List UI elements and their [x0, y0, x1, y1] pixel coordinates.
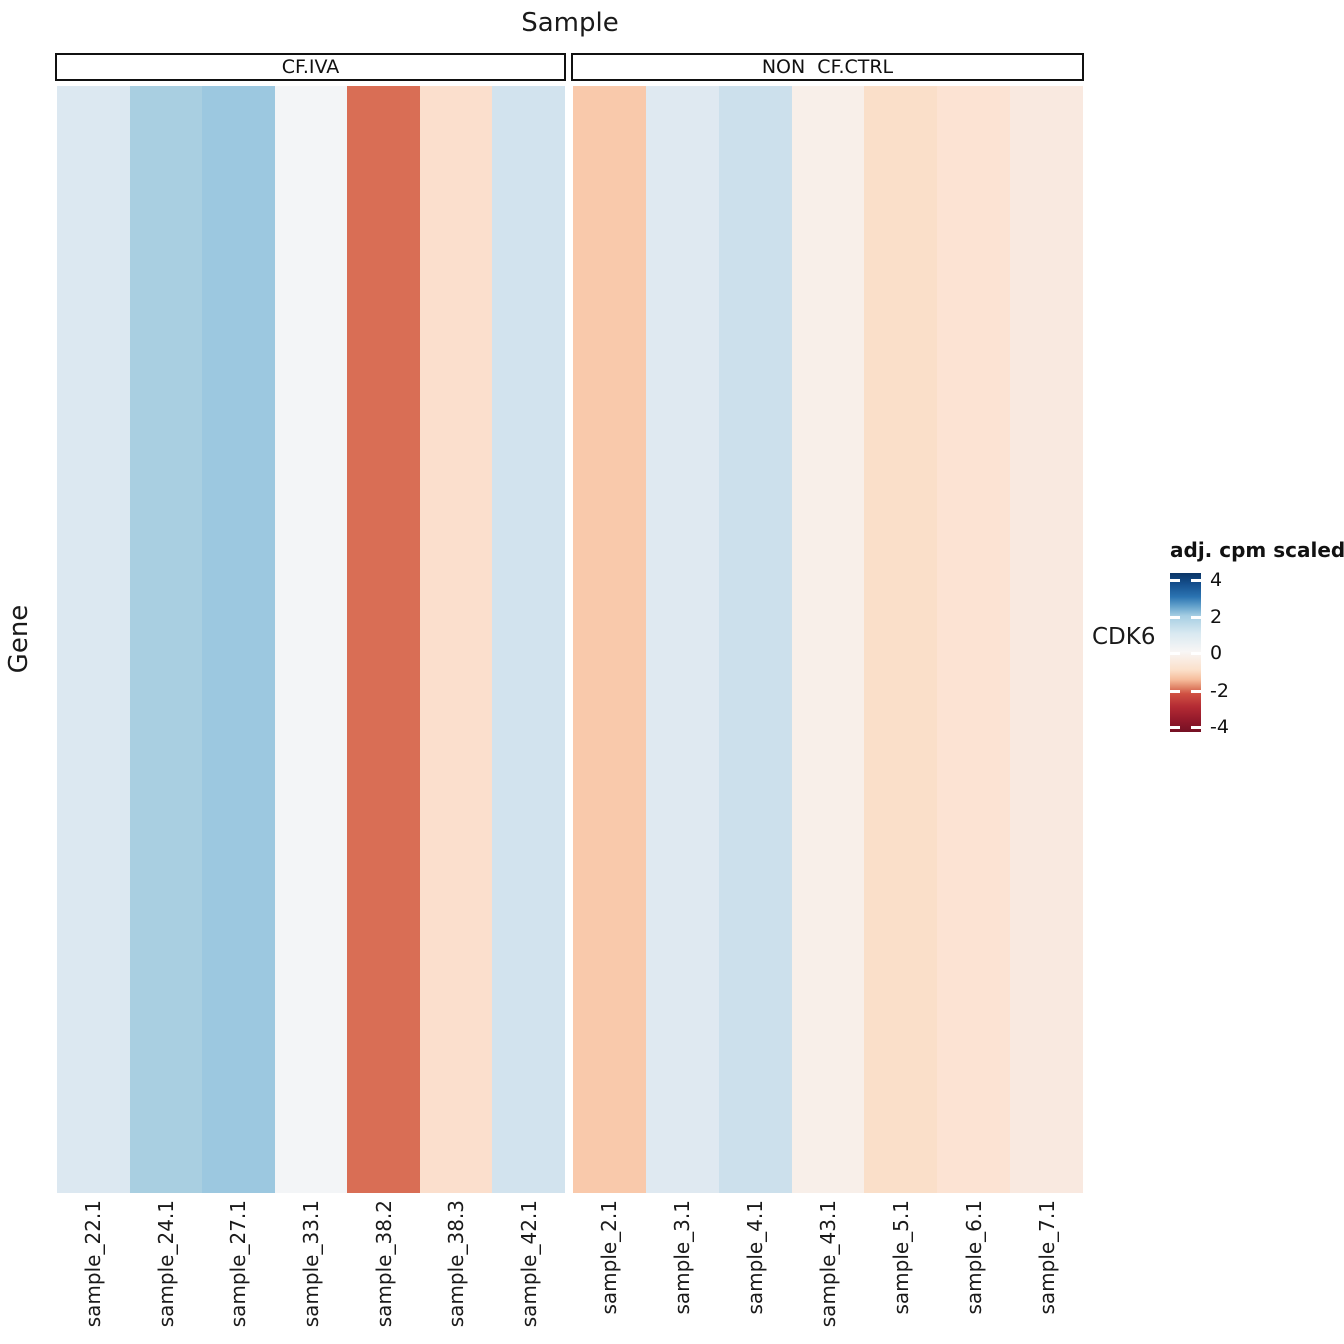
legend-tick-label: -4 [1210, 716, 1229, 738]
legend: adj. cpm scaled 4 2 0 -2 -4 [1170, 538, 1344, 768]
plot-title: Sample [521, 8, 619, 38]
heatmap-facet-cf-iva [57, 86, 566, 1193]
x-axis-label-cell: sample_3.1 [646, 1200, 719, 1340]
legend-tick-mark [1170, 690, 1180, 693]
facet-strip-label: NON CF.CTRL [761, 56, 894, 78]
legend-tick-mark [1170, 652, 1180, 655]
x-axis-label: sample_5.1 [888, 1200, 913, 1315]
x-axis-label: sample_42.1 [516, 1200, 541, 1328]
heatmap-cell-sample_43.1 [791, 86, 865, 1193]
x-axis-label: sample_27.1 [226, 1200, 251, 1328]
heatmap-cell-sample_6.1 [937, 86, 1011, 1193]
x-axis-labels-non-cf-ctrl: sample_2.1 sample_3.1 sample_4.1 sample_43.… [573, 1200, 1083, 1340]
heatmap-cell-sample_5.1 [864, 86, 938, 1193]
facet-strip-non-cf-ctrl: NON CF.CTRL [571, 53, 1084, 81]
x-axis-label-cell: sample_27.1 [202, 1200, 275, 1340]
row-label-cdk6: CDK6 [1092, 624, 1156, 650]
legend-tick-mark [1191, 579, 1201, 582]
legend-title: adj. cpm scaled [1170, 538, 1344, 562]
x-axis-label-cell: sample_38.2 [347, 1200, 420, 1340]
x-axis-label: sample_43.1 [816, 1200, 840, 1328]
legend-tick-label: 0 [1210, 642, 1223, 664]
heatmap-cell-sample_27.1 [202, 86, 275, 1193]
facet-strip-label: CF.IVA [281, 56, 340, 78]
x-axis-label: sample_4.1 [743, 1200, 768, 1315]
y-axis-label: Gene [4, 604, 34, 674]
heatmap-facet-non-cf-ctrl [573, 86, 1084, 1193]
x-axis-label: sample_33.1 [299, 1200, 324, 1328]
legend-tick-mark [1170, 616, 1180, 619]
x-axis-label: sample_22.1 [81, 1200, 106, 1328]
legend-tick-label: -2 [1210, 680, 1229, 702]
x-axis-label-cell: sample_6.1 [937, 1200, 1010, 1340]
heatmap-cell-sample_7.1 [1010, 86, 1084, 1193]
legend-colorbar [1170, 573, 1201, 732]
x-axis-label: sample_7.1 [1034, 1200, 1059, 1315]
heatmap-cell-sample_2.1 [573, 86, 646, 1193]
x-axis-label: sample_3.1 [670, 1200, 695, 1315]
facet-strip-cf-iva: CF.IVA [55, 53, 566, 81]
x-axis-label: sample_24.1 [153, 1200, 178, 1328]
x-axis-label-cell: sample_38.3 [420, 1200, 493, 1340]
x-axis-label-cell: sample_4.1 [719, 1200, 792, 1340]
legend-tick-label: 4 [1210, 569, 1223, 591]
heatmap-cell-sample_33.1 [274, 86, 348, 1193]
legend-tick-mark [1191, 652, 1201, 655]
x-axis-labels-cf-iva: sample_22.1 sample_24.1 sample_27.1 sample_… [57, 1200, 565, 1340]
legend-tick-mark [1191, 690, 1201, 693]
heatmap-cell-sample_38.2 [347, 86, 420, 1193]
legend-tick-mark [1170, 579, 1180, 582]
x-axis-label-cell: sample_43.1 [792, 1200, 865, 1340]
heatmap-cell-sample_3.1 [645, 86, 719, 1193]
x-axis-label-cell: sample_24.1 [130, 1200, 203, 1340]
heatmap-cell-sample_24.1 [129, 86, 203, 1193]
x-axis-label-cell: sample_7.1 [1010, 1200, 1083, 1340]
x-axis-label: sample_2.1 [597, 1200, 622, 1315]
legend-tick-label: 2 [1210, 606, 1223, 628]
x-axis-label-cell: sample_22.1 [57, 1200, 130, 1340]
heatmap-cell-sample_4.1 [718, 86, 792, 1193]
legend-tick-mark [1191, 726, 1201, 729]
x-axis-label-cell: sample_42.1 [492, 1200, 565, 1340]
x-axis-label-cell: sample_5.1 [864, 1200, 937, 1340]
heatmap-cell-sample_42.1 [492, 86, 566, 1193]
heatmap-cell-sample_22.1 [57, 86, 130, 1193]
x-axis-label: sample_38.3 [444, 1200, 469, 1328]
x-axis-label-cell: sample_2.1 [573, 1200, 646, 1340]
legend-tick-mark [1191, 616, 1201, 619]
x-axis-label: sample_38.2 [371, 1200, 396, 1328]
x-axis-label: sample_6.1 [961, 1200, 986, 1315]
heatmap-cell-sample_38.3 [419, 86, 493, 1193]
x-axis-label-cell: sample_33.1 [275, 1200, 348, 1340]
legend-tick-mark [1170, 726, 1180, 729]
